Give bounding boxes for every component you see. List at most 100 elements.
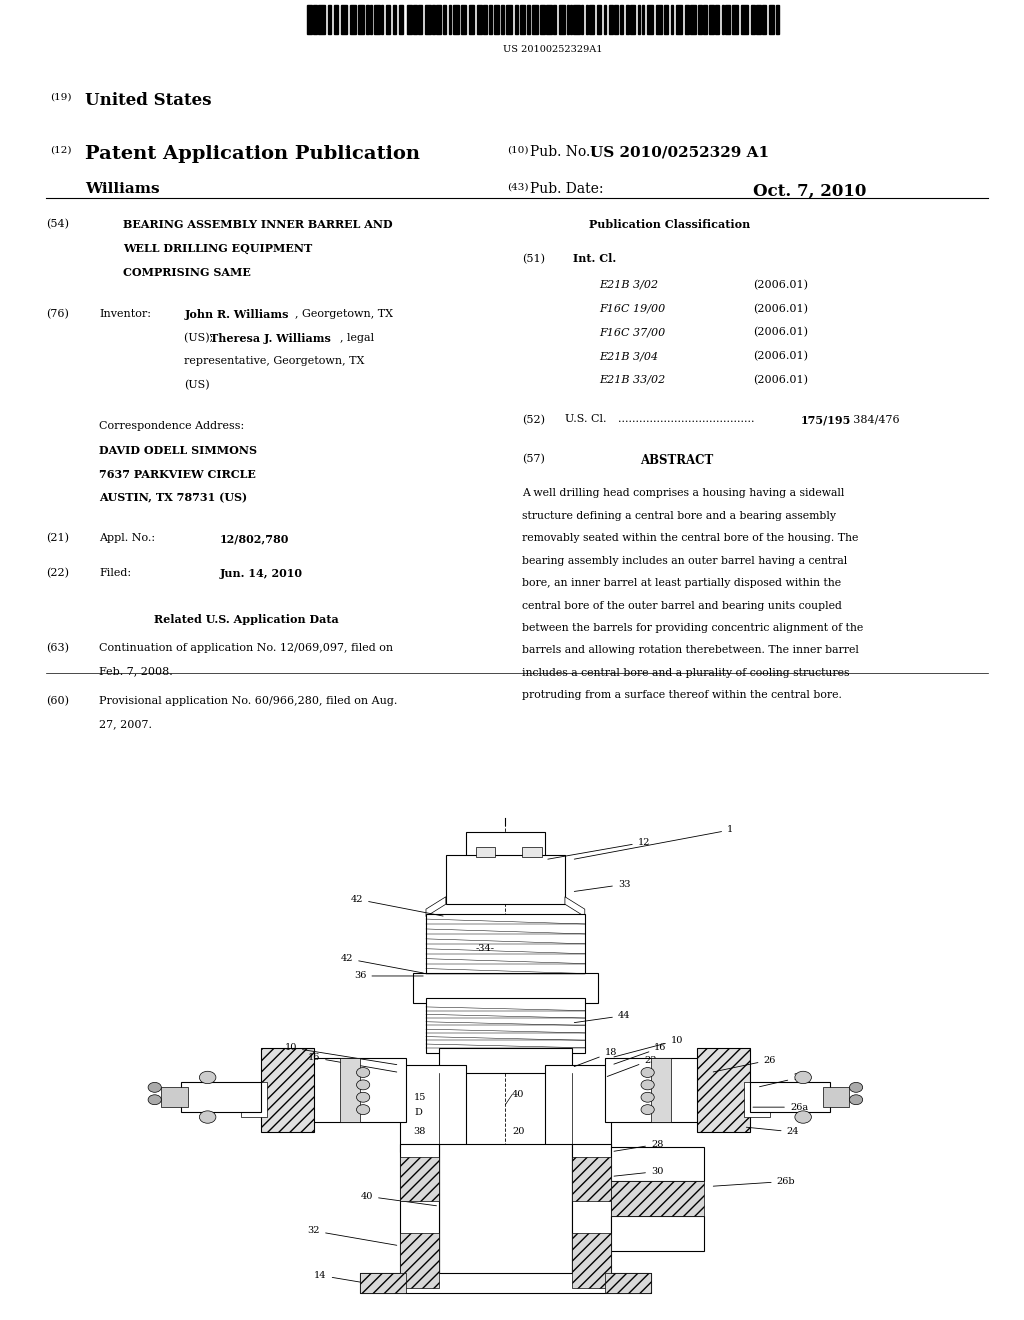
Text: 26b: 26b [714,1177,796,1187]
Bar [399,1065,466,1151]
Bar [300,1057,407,1122]
Text: 7637 PARKVIEW CIRCLE: 7637 PARKVIEW CIRCLE [99,469,256,479]
Bar [620,5,623,34]
Text: 20: 20 [512,1127,524,1137]
Text: bore, an inner barrel at least partially disposed within the: bore, an inner barrel at least partially… [522,578,842,589]
Bar [241,1082,267,1117]
Text: E21B 3/02: E21B 3/02 [599,280,658,290]
Polygon shape [565,896,585,916]
Text: .......................................: ....................................... [618,414,755,425]
Bar [570,5,572,34]
Text: Jun. 14, 2010: Jun. 14, 2010 [220,568,303,578]
Text: ABSTRACT: ABSTRACT [640,454,714,467]
Bar [432,5,435,34]
Bar [466,833,545,857]
Text: Publication Classification: Publication Classification [589,219,750,230]
Bar [439,1144,571,1288]
Text: removably seated within the central bore of the housing. The: removably seated within the central bore… [522,533,858,544]
Bar [418,5,422,34]
Text: representative, Georgetown, TX: representative, Georgetown, TX [184,356,365,367]
Text: 26: 26 [714,1056,776,1072]
Bar [546,5,552,34]
Bar [340,1057,359,1122]
Bar [494,5,499,34]
Text: 23: 23 [607,1056,656,1077]
Text: F16C 37/00: F16C 37/00 [599,327,666,338]
Text: Oct. 7, 2010: Oct. 7, 2010 [753,182,866,199]
Bar [515,5,518,34]
Circle shape [641,1092,654,1102]
Bar [567,5,569,34]
Bar [715,5,719,34]
Bar [477,5,482,34]
Bar [532,5,538,34]
Text: DAVID ODELL SIMMONS: DAVID ODELL SIMMONS [99,445,257,455]
Text: ; 384/476: ; 384/476 [846,414,899,425]
Bar [439,1048,571,1072]
Text: (2006.01): (2006.01) [753,327,808,338]
Text: includes a central bore and a plurality of cooling structures: includes a central bore and a plurality … [522,668,850,678]
Bar [698,5,702,34]
Text: Continuation of application No. 12/069,097, filed on: Continuation of application No. 12/069,0… [99,643,393,653]
Bar [307,5,312,34]
Bar [436,5,441,34]
Text: (2006.01): (2006.01) [753,280,808,290]
Circle shape [356,1092,370,1102]
Bar [475,847,496,857]
Circle shape [641,1068,654,1077]
Circle shape [200,1072,216,1084]
Bar [690,5,696,34]
Text: Inventor:: Inventor: [99,309,152,319]
Text: (12): (12) [50,145,72,154]
Text: 36: 36 [354,972,423,981]
Bar [697,1048,751,1131]
Text: Theresa J. Williams: Theresa J. Williams [210,333,331,343]
Bar [611,1181,703,1216]
Bar [489,5,492,34]
Bar [359,1272,407,1292]
Bar [469,5,474,34]
Bar [381,5,383,34]
Bar [609,5,613,34]
Bar [647,5,653,34]
Text: 15: 15 [414,1093,426,1102]
Text: (2006.01): (2006.01) [753,351,808,362]
Bar [359,1272,651,1292]
Circle shape [148,1094,162,1105]
Text: US 2010/0252329 A1: US 2010/0252329 A1 [590,145,769,160]
Bar [425,5,431,34]
Text: Int. Cl.: Int. Cl. [573,253,616,264]
Bar [366,5,369,34]
Text: (22): (22) [46,568,69,578]
Text: Patent Application Publication: Patent Application Publication [85,145,420,164]
Text: Provisional application No. 60/966,280, filed on Aug.: Provisional application No. 60/966,280, … [99,696,397,706]
Text: Appl. No.:: Appl. No.: [99,533,156,544]
Circle shape [356,1080,370,1090]
Bar [630,5,635,34]
Circle shape [795,1111,811,1123]
Circle shape [850,1094,862,1105]
Bar [162,1088,187,1107]
Bar [756,5,761,34]
Text: central bore of the outer barrel and bearing units coupled: central bore of the outer barrel and bea… [522,601,842,611]
Bar [483,5,487,34]
Text: F16C 19/00: F16C 19/00 [599,304,666,314]
Text: -34-: -34- [476,944,495,953]
Bar [413,973,598,1003]
Bar [181,1082,260,1111]
Text: (US): (US) [184,380,210,391]
Text: 22: 22 [760,1073,806,1086]
Bar [685,5,689,34]
Bar [571,1233,611,1288]
Text: (21): (21) [46,533,69,544]
Bar [751,5,755,34]
Bar [318,5,325,34]
Text: Feb. 7, 2008.: Feb. 7, 2008. [99,667,173,677]
Circle shape [641,1105,654,1114]
Text: Williams: Williams [85,182,160,197]
Text: , legal: , legal [340,333,374,343]
Text: WELL DRILLING EQUIPMENT: WELL DRILLING EQUIPMENT [123,243,312,253]
Text: 16: 16 [308,1053,396,1072]
Circle shape [641,1080,654,1090]
Circle shape [356,1105,370,1114]
